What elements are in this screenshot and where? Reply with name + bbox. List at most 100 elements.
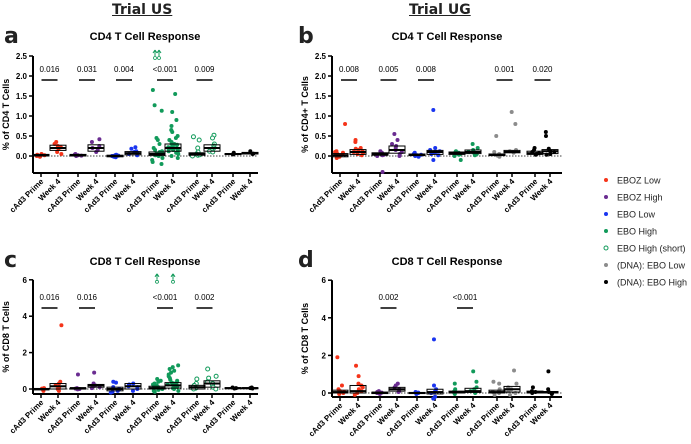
offscale-point-icon bbox=[155, 279, 159, 284]
p-value-label: 0.016 bbox=[77, 293, 98, 302]
y-tick-label: 1.0 bbox=[16, 112, 28, 121]
data-point bbox=[59, 323, 64, 328]
data-point bbox=[432, 383, 437, 388]
data-point bbox=[129, 146, 134, 151]
data-point bbox=[173, 136, 178, 140]
data-point bbox=[470, 142, 475, 146]
data-point bbox=[153, 148, 158, 152]
p-value-label: <0.001 bbox=[153, 293, 178, 302]
data-point bbox=[160, 156, 165, 160]
data-point bbox=[491, 379, 496, 384]
data-point bbox=[55, 150, 60, 154]
chart-title: CD4 T Cell Response bbox=[90, 31, 201, 43]
data-point bbox=[195, 145, 201, 151]
p-value-label: 0.008 bbox=[416, 65, 437, 74]
data-point bbox=[543, 130, 548, 134]
data-point bbox=[172, 368, 177, 373]
y-tick-label: 2.0 bbox=[16, 72, 28, 81]
data-point bbox=[433, 146, 438, 150]
data-point bbox=[213, 373, 219, 379]
data-point bbox=[452, 154, 457, 158]
data-point bbox=[494, 134, 499, 138]
data-point bbox=[335, 355, 340, 360]
data-point bbox=[390, 142, 395, 146]
header-trial-ug: Trial UG bbox=[409, 2, 471, 18]
data-point bbox=[397, 154, 402, 158]
iqr-box bbox=[349, 384, 367, 394]
data-point bbox=[151, 382, 156, 387]
legend-marker-icon bbox=[604, 229, 608, 233]
data-point bbox=[492, 150, 497, 154]
panel-label-d: d bbox=[298, 248, 314, 273]
data-point bbox=[190, 134, 196, 140]
data-point bbox=[152, 389, 157, 394]
data-point bbox=[530, 385, 535, 390]
data-point bbox=[130, 388, 135, 393]
data-point bbox=[155, 138, 160, 142]
data-point bbox=[431, 337, 436, 342]
data-point bbox=[133, 145, 138, 150]
data-point bbox=[175, 378, 180, 383]
y-tick-label: 6 bbox=[23, 276, 28, 285]
offscale-point-icon bbox=[153, 56, 157, 60]
panel-c: CD8 T Cell Response% of CD8 T Cells0246c… bbox=[1, 256, 259, 436]
legend-marker-icon bbox=[604, 280, 608, 284]
y-tick-label: 0.0 bbox=[16, 152, 28, 161]
data-point bbox=[150, 160, 155, 164]
y-axis-label: % of CD4 T Cells bbox=[1, 79, 11, 151]
data-point bbox=[380, 170, 385, 174]
data-point bbox=[94, 150, 99, 154]
data-point bbox=[196, 137, 202, 143]
y-tick-label: 0 bbox=[23, 385, 28, 394]
y-tick-label: 1.0 bbox=[315, 112, 327, 121]
data-point bbox=[75, 372, 80, 377]
data-point bbox=[436, 153, 441, 158]
p-value-label: <0.001 bbox=[153, 65, 178, 74]
data-point bbox=[159, 162, 164, 166]
y-tick-label: 0.5 bbox=[16, 132, 28, 141]
data-point bbox=[353, 140, 358, 144]
data-point bbox=[339, 383, 344, 388]
y-tick-label: 0 bbox=[322, 389, 327, 398]
legend-label: EBO Low bbox=[617, 210, 656, 220]
y-tick-label: 4 bbox=[23, 312, 28, 321]
data-point bbox=[157, 142, 162, 146]
data-point bbox=[176, 363, 181, 368]
data-point bbox=[356, 374, 361, 379]
p-value-label: 0.008 bbox=[339, 65, 360, 74]
chart-title: CD8 T Cell Response bbox=[90, 256, 201, 268]
panel-b: CD4 T Cell Response% of CD4+ T Cells0.00… bbox=[300, 31, 562, 215]
legend-marker-icon bbox=[604, 212, 608, 216]
y-tick-label: 1.5 bbox=[16, 92, 28, 101]
data-point bbox=[205, 366, 211, 372]
data-point bbox=[152, 103, 157, 108]
offscale-arrow-icon bbox=[156, 49, 162, 56]
y-tick-label: 4 bbox=[322, 314, 327, 323]
panel-label-b: b bbox=[298, 24, 314, 49]
data-point bbox=[492, 392, 497, 397]
p-value-label: 0.016 bbox=[39, 65, 60, 74]
data-point bbox=[89, 140, 94, 144]
data-point bbox=[546, 369, 551, 374]
panel-a: CD4 T Cell Response % of CD4 T Cells 0.0 0.… bbox=[1, 31, 259, 215]
legend-group: EBOZ Low EBOZ High EBO Low EBO High EBO High… bbox=[603, 176, 687, 288]
y-axis-label: % of CD8 T Cells bbox=[300, 303, 310, 375]
y-tick-label: 0.5 bbox=[315, 132, 327, 141]
data-point bbox=[170, 365, 175, 370]
panel-d: CD8 T Cell Response% of CD8 T Cells0246c… bbox=[300, 256, 562, 439]
data-point bbox=[507, 392, 512, 397]
data-point bbox=[472, 153, 477, 158]
y-tick-label: 2 bbox=[23, 349, 28, 358]
data-point bbox=[97, 137, 102, 142]
chart-title: CD8 T Cell Response bbox=[392, 256, 503, 268]
p-value-label: 0.005 bbox=[378, 65, 399, 74]
p-value-label: 0.004 bbox=[114, 65, 135, 74]
data-point bbox=[59, 152, 64, 156]
data-point bbox=[194, 376, 200, 382]
data-point bbox=[175, 156, 180, 160]
data-point bbox=[431, 158, 436, 162]
legend-label: (DNA): EBO High bbox=[617, 278, 687, 288]
offscale-point-icon bbox=[171, 279, 175, 284]
